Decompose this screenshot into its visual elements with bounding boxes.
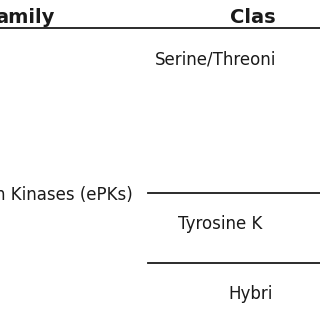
Text: n Kinases (ePKs): n Kinases (ePKs) xyxy=(0,186,133,204)
Text: amily: amily xyxy=(0,8,54,27)
Text: Clas: Clas xyxy=(230,8,276,27)
Text: Serine/Threoni: Serine/Threoni xyxy=(155,50,276,68)
Text: Hybri: Hybri xyxy=(228,285,272,303)
Text: Tyrosine K: Tyrosine K xyxy=(178,215,262,233)
